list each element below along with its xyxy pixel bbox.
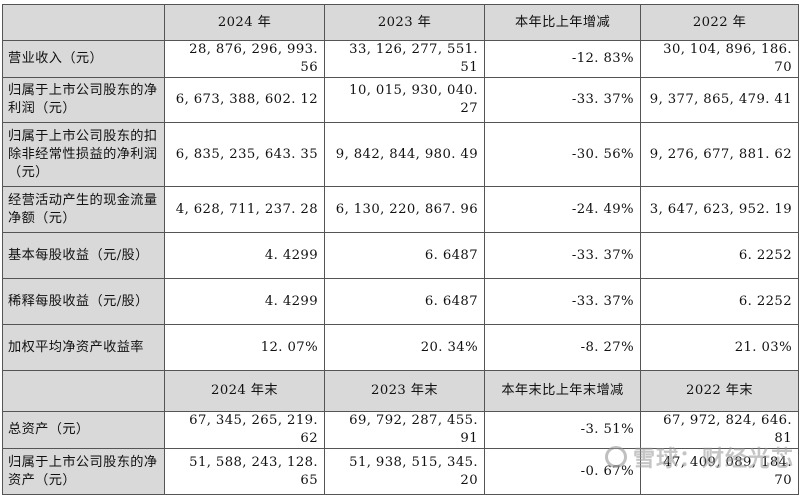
value-2024: 12. 07%	[164, 324, 325, 371]
value-2024: 6, 673, 388, 602. 12	[164, 77, 325, 123]
value-2022: 9, 377, 865, 479. 41	[640, 77, 799, 123]
value-2022: 6. 2252	[640, 278, 799, 325]
table-row: 稀释每股收益（元/股） 4. 4299 6. 6487 -33. 37% 6. …	[2, 278, 799, 325]
header-cell-2024-end: 2024 年末	[164, 370, 325, 412]
row-label: 经营活动产生的现金流量净额（元）	[2, 186, 165, 233]
financial-indicators-table: 2024 年 2023 年 本年比上年增减 2022 年 营业收入（元） 28,…	[2, 4, 799, 495]
table-row: 经营活动产生的现金流量净额（元） 4, 628, 711, 237. 28 6,…	[2, 186, 799, 233]
header-cell-change: 本年比上年增减	[484, 4, 641, 41]
table-header-row: 2024 年末 2023 年末 本年末比上年末增减 2022 年末	[2, 370, 799, 412]
value-2023: 6, 130, 220, 867. 96	[324, 186, 485, 233]
table-row: 归属于上市公司股东的净资产（元） 51, 588, 243, 128. 65 5…	[2, 448, 799, 495]
value-2022: 67, 972, 824, 646. 81	[640, 411, 799, 449]
value-2023: 33, 126, 277, 551. 51	[324, 40, 485, 78]
header-cell-2023: 2023 年	[324, 4, 485, 41]
table-row: 总资产（元） 67, 345, 265, 219. 62 69, 792, 28…	[2, 411, 799, 449]
value-2024: 67, 345, 265, 219. 62	[164, 411, 325, 449]
value-2024: 4, 628, 711, 237. 28	[164, 186, 325, 233]
value-2023: 69, 792, 287, 455. 91	[324, 411, 485, 449]
value-2022: 30, 104, 896, 186. 70	[640, 40, 799, 78]
value-2023: 6. 6487	[324, 278, 485, 325]
value-2023: 20. 34%	[324, 324, 485, 371]
row-label: 加权平均净资产收益率	[2, 324, 165, 371]
header-cell-2022: 2022 年	[640, 4, 799, 41]
table-row: 基本每股收益（元/股） 4. 4299 6. 6487 -33. 37% 6. …	[2, 232, 799, 279]
table-row: 归属于上市公司股东的净利润（元） 6, 673, 388, 602. 12 10…	[2, 77, 799, 123]
table-row: 营业收入（元） 28, 876, 296, 993. 56 33, 126, 2…	[2, 40, 799, 78]
row-label: 营业收入（元）	[2, 40, 165, 78]
value-change: -8. 27%	[484, 324, 641, 371]
value-2022: 21. 03%	[640, 324, 799, 371]
value-change: -24. 49%	[484, 186, 641, 233]
value-2024: 51, 588, 243, 128. 65	[164, 448, 325, 495]
row-label: 总资产（元）	[2, 411, 165, 449]
header-cell-change-end: 本年末比上年末增减	[484, 370, 641, 412]
value-2024: 6, 835, 235, 643. 35	[164, 122, 325, 187]
value-change: -33. 37%	[484, 232, 641, 279]
value-2022: 47, 409, 089, 184. 70	[640, 448, 799, 495]
row-label: 基本每股收益（元/股）	[2, 232, 165, 279]
value-2024: 4. 4299	[164, 232, 325, 279]
value-2022: 6. 2252	[640, 232, 799, 279]
row-label: 稀释每股收益（元/股）	[2, 278, 165, 325]
row-label: 归属于上市公司股东的扣除非经常性损益的净利润（元）	[2, 122, 165, 187]
value-change: -0. 67%	[484, 448, 641, 495]
value-2022: 9, 276, 677, 881. 62	[640, 122, 799, 187]
value-change: -33. 37%	[484, 77, 641, 123]
value-2024: 4. 4299	[164, 278, 325, 325]
header-cell-2024: 2024 年	[164, 4, 325, 41]
value-change: -33. 37%	[484, 278, 641, 325]
row-label: 归属于上市公司股东的净资产（元）	[2, 448, 165, 495]
value-2023: 10, 015, 930, 040. 27	[324, 77, 485, 123]
value-2023: 9, 842, 844, 980. 49	[324, 122, 485, 187]
header-cell-2022-end: 2022 年末	[640, 370, 799, 412]
value-change: -3. 51%	[484, 411, 641, 449]
header-cell-2023-end: 2023 年末	[324, 370, 485, 412]
value-2023: 51, 938, 515, 345. 20	[324, 448, 485, 495]
table-row: 归属于上市公司股东的扣除非经常性损益的净利润（元） 6, 835, 235, 6…	[2, 122, 799, 187]
value-change: -30. 56%	[484, 122, 641, 187]
header-cell-blank	[2, 370, 165, 412]
table-header-row: 2024 年 2023 年 本年比上年增减 2022 年	[2, 4, 799, 41]
value-change: -12. 83%	[484, 40, 641, 78]
table-row: 加权平均净资产收益率 12. 07% 20. 34% -8. 27% 21. 0…	[2, 324, 799, 371]
value-2023: 6. 6487	[324, 232, 485, 279]
value-2024: 28, 876, 296, 993. 56	[164, 40, 325, 78]
header-cell-blank	[2, 4, 165, 41]
row-label: 归属于上市公司股东的净利润（元）	[2, 77, 165, 123]
value-2022: 3, 647, 623, 952. 19	[640, 186, 799, 233]
